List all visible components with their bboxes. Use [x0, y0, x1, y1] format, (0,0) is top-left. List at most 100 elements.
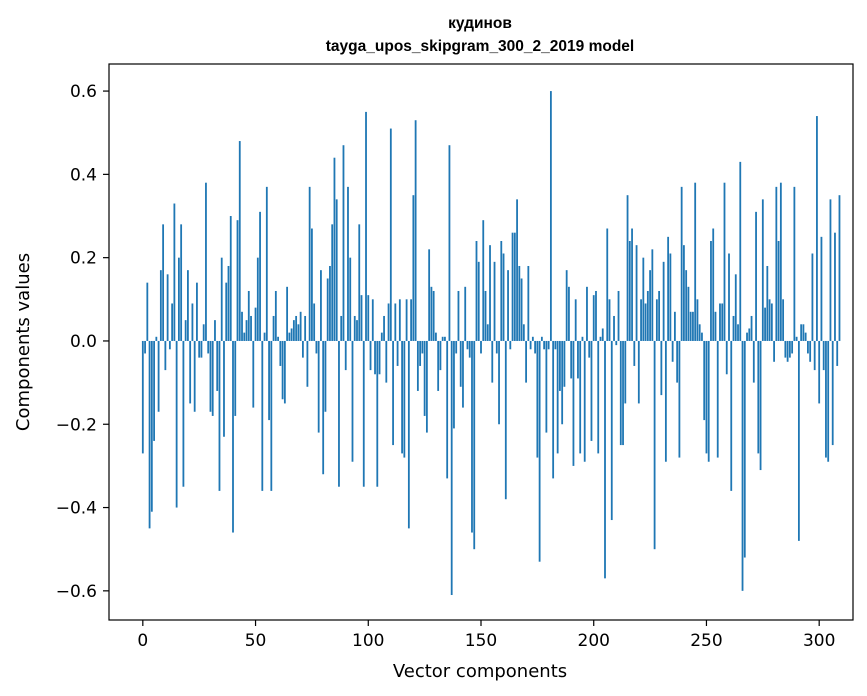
bar [362, 340, 365, 487]
bar [389, 128, 392, 341]
bar [759, 340, 762, 471]
bar [834, 232, 836, 341]
bar [687, 286, 690, 341]
bar [516, 199, 518, 341]
bar [383, 315, 385, 341]
bar [380, 332, 383, 341]
bar [360, 295, 363, 341]
bar [263, 332, 266, 341]
bar [367, 295, 370, 341]
bar [646, 290, 649, 341]
bar [308, 186, 311, 341]
bar [189, 340, 192, 404]
bar [407, 340, 410, 529]
bar [365, 111, 367, 341]
bar [250, 315, 252, 341]
bar [209, 340, 212, 412]
bar [633, 340, 636, 366]
bar [252, 340, 255, 408]
bar [610, 340, 613, 521]
bar [394, 303, 397, 341]
bar [696, 299, 699, 341]
bar [369, 340, 372, 371]
bar [662, 261, 665, 341]
y-tick-label: −0.4 [56, 499, 97, 519]
bar [520, 278, 523, 341]
bar [631, 228, 633, 341]
bar [624, 340, 627, 404]
bar [527, 265, 530, 341]
bar [606, 228, 609, 341]
bar [202, 324, 205, 341]
bar [816, 116, 818, 341]
bar [540, 336, 543, 341]
bar [660, 340, 663, 396]
bar [292, 320, 295, 341]
bar [797, 340, 800, 541]
bar [669, 253, 672, 341]
bar [655, 299, 658, 341]
bar [419, 340, 422, 366]
bar [658, 290, 661, 341]
bar [710, 241, 712, 341]
bar [453, 340, 455, 429]
bar [615, 340, 618, 346]
bar [651, 249, 654, 341]
bar [150, 340, 153, 512]
bar [220, 257, 223, 341]
bar [825, 340, 827, 458]
bar [259, 211, 261, 341]
bar [766, 265, 769, 341]
bar [822, 340, 825, 371]
bar [775, 186, 778, 341]
bar [421, 340, 424, 354]
bar [455, 340, 458, 354]
bar [739, 161, 742, 341]
bar [604, 340, 606, 579]
bar [378, 340, 381, 375]
bar [468, 340, 471, 358]
bar [725, 340, 728, 375]
bar [225, 282, 228, 341]
bar [317, 340, 320, 433]
bar [685, 270, 688, 341]
bar [547, 340, 550, 350]
bar [385, 340, 388, 383]
bar [432, 290, 435, 341]
x-axis: 0 50 100 150 200 250 300 [137, 620, 835, 651]
bar [795, 336, 798, 341]
bar [741, 340, 744, 591]
bar [714, 311, 717, 341]
bar [836, 340, 839, 366]
bar [444, 336, 446, 341]
bar [295, 315, 298, 341]
chart-subtitle: tayga_upos_skipgram_300_2_2019 model [326, 38, 634, 55]
bar [743, 340, 746, 558]
bar [261, 340, 264, 491]
bar [509, 340, 512, 350]
bar [446, 340, 449, 479]
bar [683, 245, 685, 341]
bar [680, 186, 683, 341]
bar [425, 340, 428, 433]
bar [214, 320, 216, 341]
bar [531, 336, 534, 341]
bar [701, 332, 703, 341]
bar [416, 340, 419, 391]
x-tick-label: 150 [465, 631, 497, 651]
bar [353, 315, 356, 341]
bar [326, 278, 329, 341]
bar [338, 340, 340, 487]
bar [525, 340, 527, 383]
bar [243, 332, 246, 341]
bar [570, 340, 573, 379]
bar [227, 265, 230, 341]
bar [572, 340, 575, 466]
bar [164, 340, 167, 371]
bar [329, 265, 331, 341]
bar [559, 340, 561, 391]
bar [439, 340, 442, 371]
bar [396, 340, 399, 366]
x-tick-label: 0 [137, 631, 148, 651]
bar [200, 340, 203, 358]
